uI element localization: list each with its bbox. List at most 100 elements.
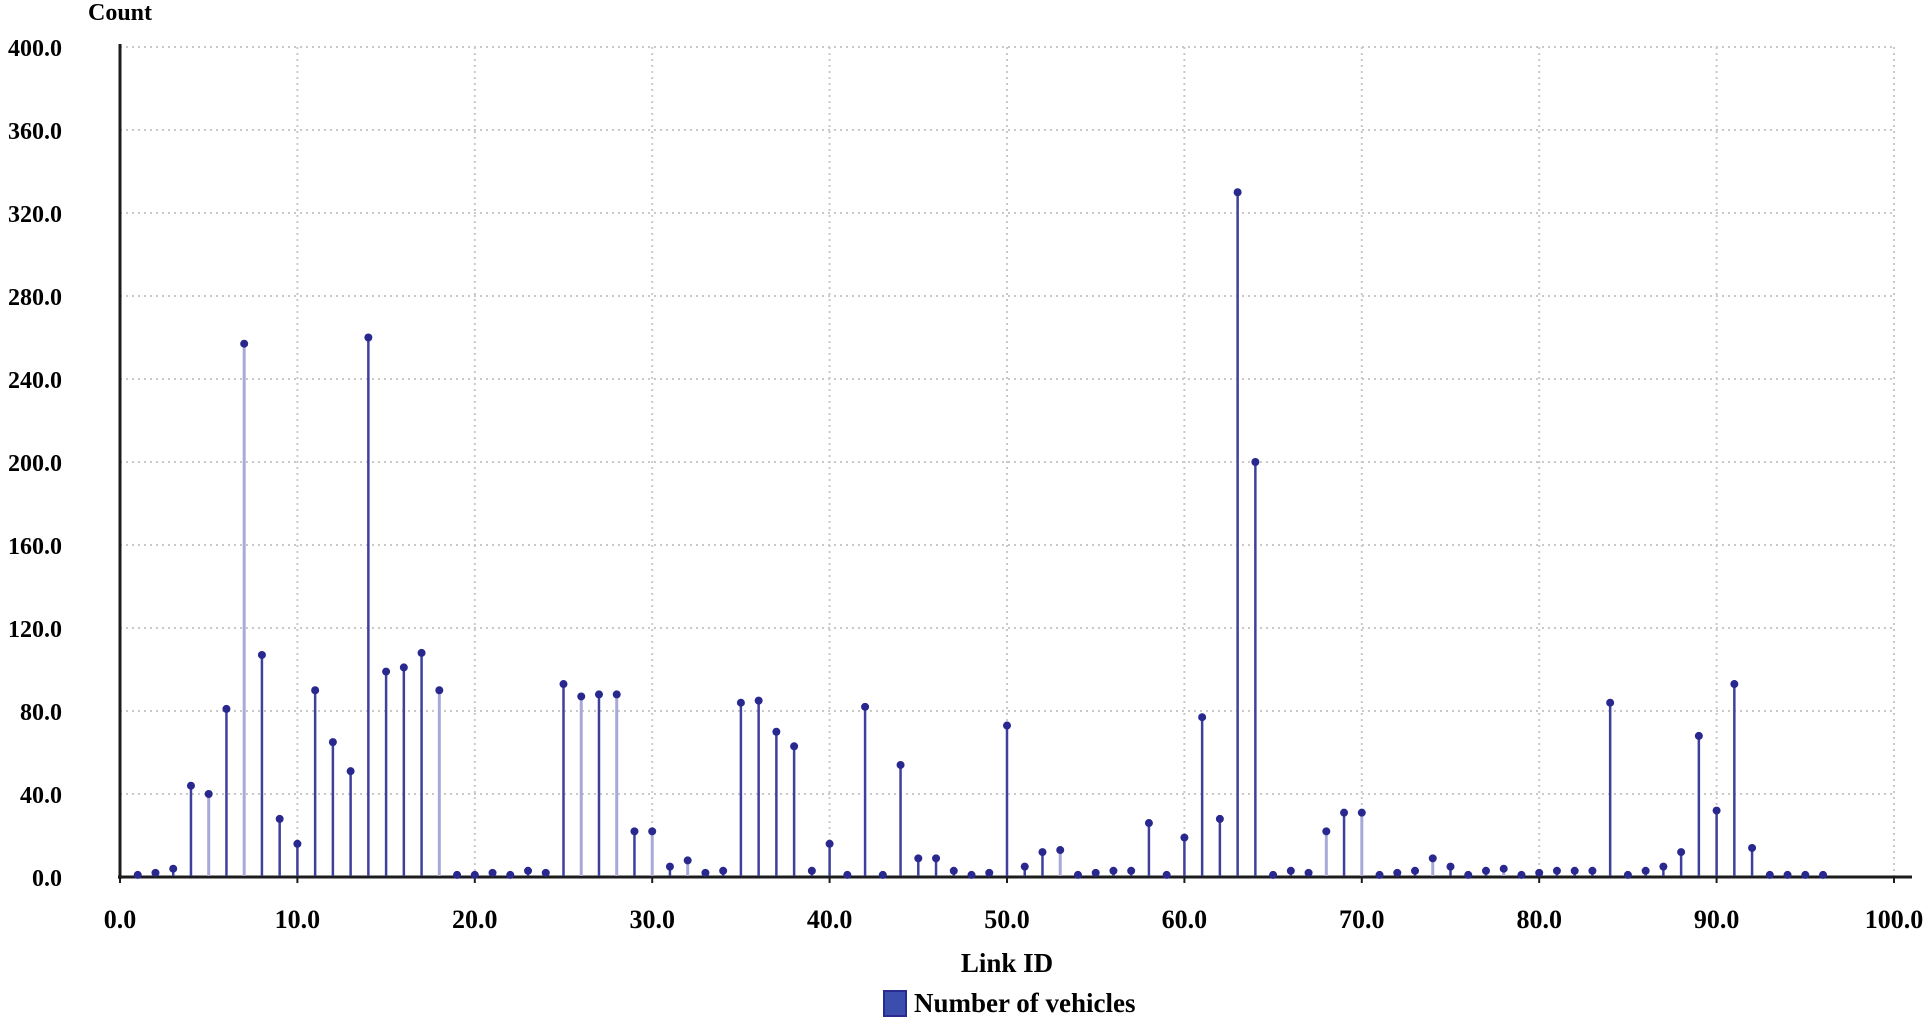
y-tick-label: 80.0 xyxy=(20,700,62,726)
x-tick-label: 50.0 xyxy=(984,905,1030,934)
stem-dot xyxy=(701,868,710,877)
x-axis-title: Link ID xyxy=(960,948,1054,978)
stem-dot xyxy=(648,827,657,836)
stem-dot xyxy=(364,333,373,342)
stem-dot xyxy=(1535,868,1544,877)
x-tick-label: 20.0 xyxy=(452,905,498,934)
stem-dot xyxy=(293,839,302,848)
stem-dot xyxy=(1251,458,1260,466)
y-axis-title: Count xyxy=(87,0,153,26)
stem-dot xyxy=(807,866,816,875)
stem-dot xyxy=(1198,713,1207,722)
x-tick-label: 90.0 xyxy=(1694,905,1740,934)
stem-dot xyxy=(1712,806,1721,815)
stem-dot xyxy=(453,870,462,879)
y-tick-label: 160.0 xyxy=(8,534,62,560)
stem-dot xyxy=(417,648,426,657)
stem-dot xyxy=(1020,862,1029,871)
stem-dot xyxy=(612,690,621,699)
stem-dot xyxy=(772,727,781,736)
stem-dot xyxy=(275,814,284,823)
stem-dot xyxy=(1269,870,1278,879)
stem-dot xyxy=(914,854,923,863)
stem-dot xyxy=(1322,827,1331,836)
stem-dot xyxy=(1357,808,1366,817)
stem-dot xyxy=(1428,854,1437,863)
stem-dot xyxy=(1411,866,1420,875)
y-tick-label: 280.0 xyxy=(8,285,62,311)
stem-dot xyxy=(328,738,337,747)
y-tick-label: 40.0 xyxy=(20,783,62,809)
stem-dot xyxy=(311,686,320,695)
stem-dot xyxy=(878,870,887,879)
stem-dot xyxy=(1641,866,1650,875)
stem-dot xyxy=(985,868,994,877)
stem-dot xyxy=(1570,866,1579,875)
stem-dot xyxy=(559,680,568,689)
stem-dot xyxy=(1783,870,1792,879)
legend-swatch xyxy=(883,990,907,1017)
stem-dot xyxy=(1481,866,1490,875)
stem-dot xyxy=(257,650,266,659)
stem-dot xyxy=(1606,698,1615,707)
x-tick-label: 10.0 xyxy=(275,905,321,934)
stem-dot xyxy=(843,870,852,879)
stem-dot xyxy=(1286,866,1295,875)
stem-dot xyxy=(133,870,142,879)
stem-dot xyxy=(630,827,639,836)
y-tick-label: 400.0 xyxy=(8,36,62,62)
stem-dot xyxy=(506,870,515,879)
y-tick-label: 0.0 xyxy=(32,866,62,892)
stem-dot xyxy=(1340,808,1349,817)
stem-dot xyxy=(1694,731,1703,740)
y-tick-label: 240.0 xyxy=(8,368,62,394)
stem-dot xyxy=(240,339,249,348)
stem-dot xyxy=(683,856,692,865)
stem-dot xyxy=(541,868,550,877)
stem-dot xyxy=(222,704,231,713)
stem-dot xyxy=(967,870,976,879)
stem-dot xyxy=(1109,866,1118,875)
stem-dot xyxy=(1588,866,1597,875)
x-tick-label: 0.0 xyxy=(104,905,137,934)
legend: Number of vehicles xyxy=(883,988,1135,1019)
stem-dot xyxy=(1499,864,1508,873)
stem-dot xyxy=(1003,721,1011,730)
stem-dot xyxy=(825,839,834,848)
stem-dot xyxy=(1375,870,1384,879)
x-tick-label: 100.0 xyxy=(1865,905,1924,934)
stem-dot xyxy=(949,866,958,875)
stem-dot xyxy=(594,690,603,699)
stem-dot xyxy=(1127,866,1136,875)
stem-dot xyxy=(169,864,178,873)
stem-dot xyxy=(1091,868,1100,877)
legend-label: Number of vehicles xyxy=(914,988,1136,1018)
stem-dot xyxy=(435,686,444,695)
y-tick-label: 120.0 xyxy=(8,617,62,643)
stem-dot xyxy=(1623,870,1632,879)
y-tick-label: 360.0 xyxy=(8,119,62,145)
stem-dot xyxy=(186,781,195,790)
stem-dot xyxy=(1233,188,1242,197)
stem-dot xyxy=(665,862,674,871)
x-tick-label: 30.0 xyxy=(629,905,675,934)
stem-dot xyxy=(1552,866,1561,875)
y-tick-label: 320.0 xyxy=(8,202,62,228)
stem-dot xyxy=(1056,846,1065,855)
x-tick-label: 40.0 xyxy=(807,905,853,934)
stem-dot xyxy=(1446,862,1455,871)
stem-dot xyxy=(754,696,763,705)
stem-dot xyxy=(1819,870,1828,879)
stem-dot xyxy=(1038,848,1047,857)
stem-dot xyxy=(736,698,745,707)
stem-dot xyxy=(524,866,533,875)
stem-dot xyxy=(1162,870,1171,879)
stem-dot xyxy=(577,692,586,701)
stem-dot xyxy=(488,868,497,877)
stem-dot xyxy=(932,854,941,863)
stem-dot xyxy=(1765,870,1774,879)
stem-dot xyxy=(790,742,799,751)
stem-dot xyxy=(861,702,870,711)
x-tick-label: 60.0 xyxy=(1162,905,1208,934)
